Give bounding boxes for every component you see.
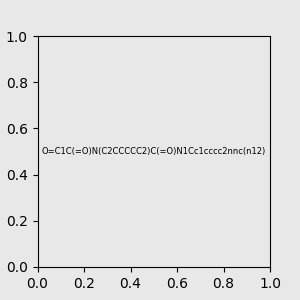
Text: O=C1C(=O)N(C2CCCCC2)C(=O)N1Cc1cccc2nnc(n12): O=C1C(=O)N(C2CCCCC2)C(=O)N1Cc1cccc2nnc(n… bbox=[42, 147, 266, 156]
